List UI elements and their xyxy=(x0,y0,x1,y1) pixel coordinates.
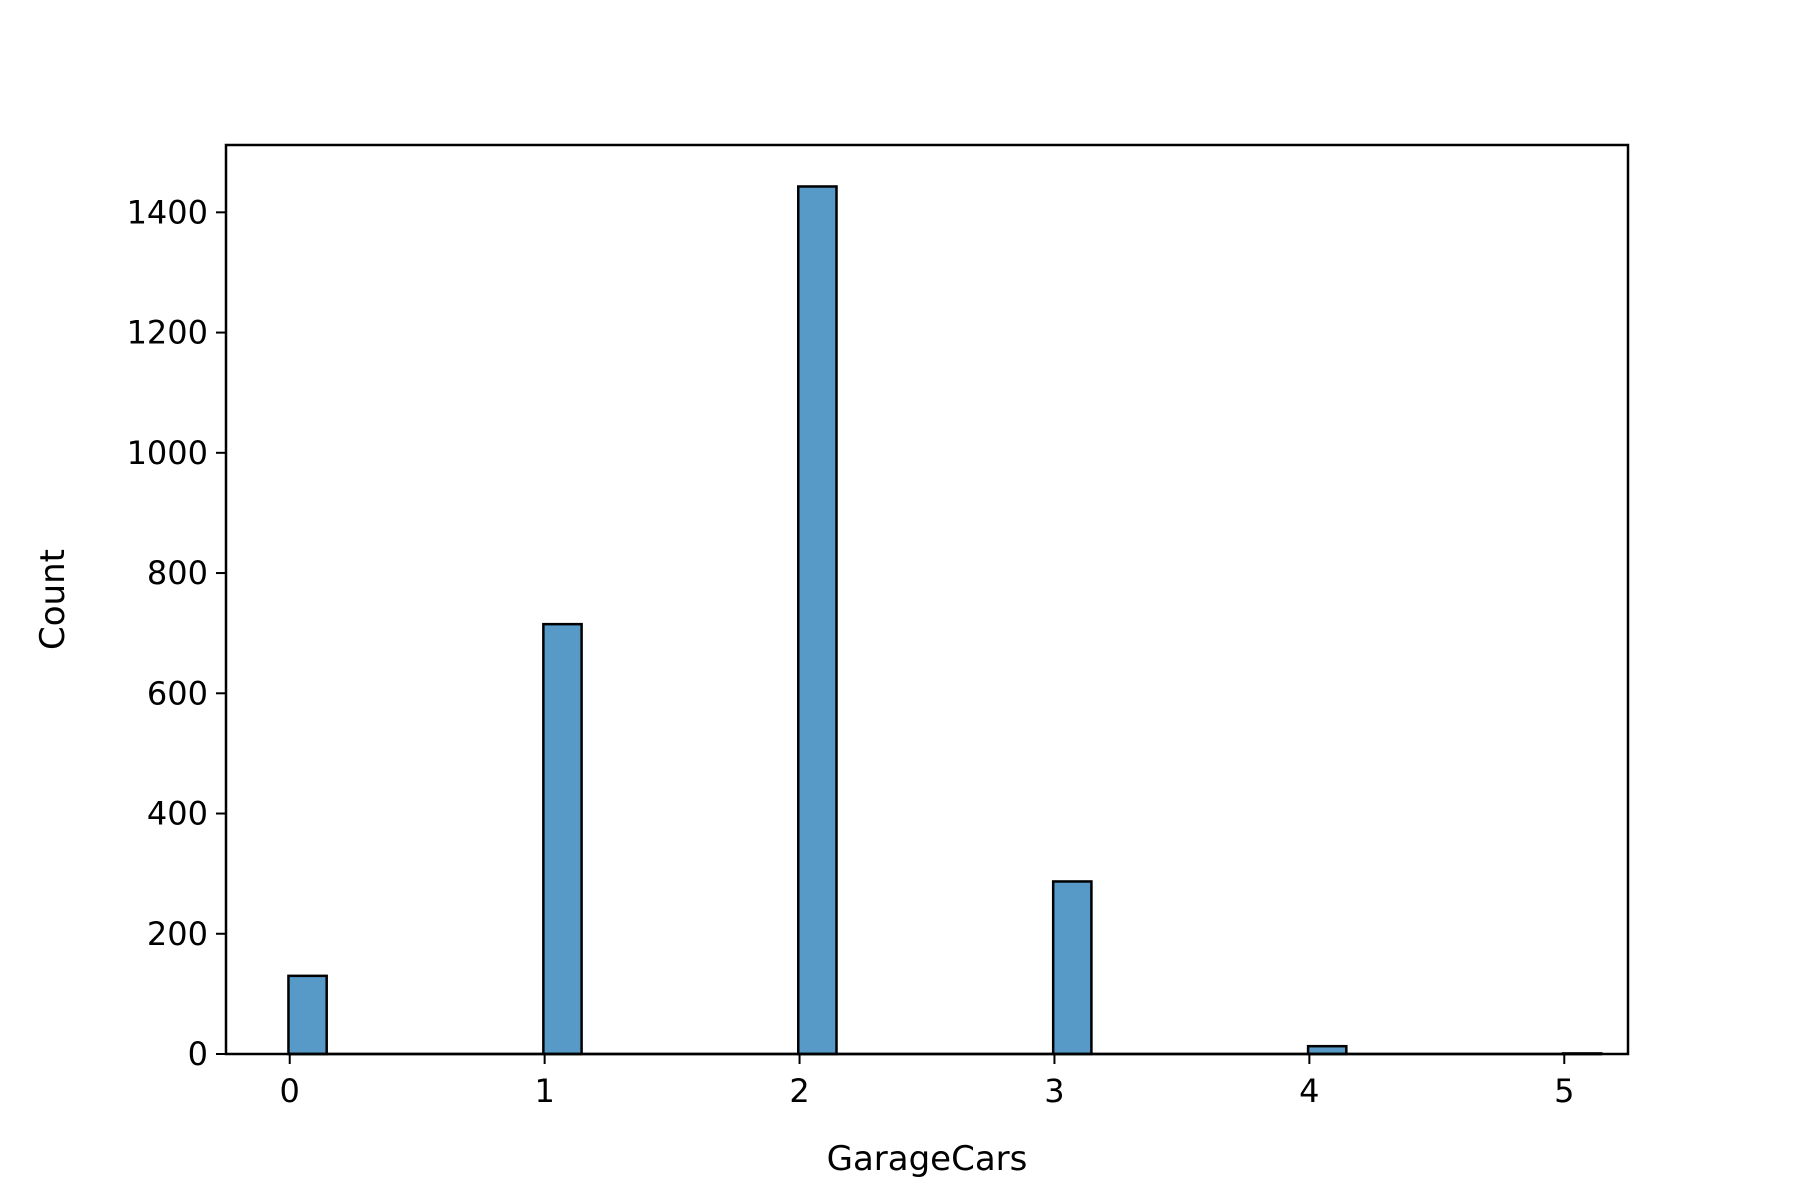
x-tick-label-2: 2 xyxy=(789,1072,809,1110)
y-tick-label-0: 0 xyxy=(188,1035,208,1073)
x-tick-label-1: 1 xyxy=(534,1072,554,1110)
y-axis-label: Count xyxy=(33,549,73,650)
x-tick-label-4: 4 xyxy=(1299,1072,1319,1110)
x-tick-label-0: 0 xyxy=(280,1072,300,1110)
y-tick-label-1000: 1000 xyxy=(127,434,208,472)
bars-layer xyxy=(287,185,1603,1056)
x-tick-label-5: 5 xyxy=(1554,1072,1574,1110)
y-tick-label-1200: 1200 xyxy=(127,314,208,352)
histogram-bar-2 xyxy=(797,185,838,1056)
plot-frame xyxy=(224,143,1630,1056)
y-tick-label-400: 400 xyxy=(147,795,208,833)
x-axis-ticks: 0 1 2 3 4 5 xyxy=(280,1054,1574,1110)
histogram-bar-3 xyxy=(1051,880,1093,1056)
y-tick-label-600: 600 xyxy=(147,674,208,712)
x-tick-label-3: 3 xyxy=(1044,1072,1064,1110)
x-axis-label: GarageCars xyxy=(827,1139,1028,1179)
y-tick-label-800: 800 xyxy=(147,554,208,592)
y-axis-ticks: 0 200 400 600 800 1000 1200 1400 xyxy=(127,193,226,1073)
y-tick-label-200: 200 xyxy=(147,915,208,953)
histogram-bar-0 xyxy=(287,974,328,1056)
histogram-bar-1 xyxy=(542,622,583,1056)
y-tick-label-1400: 1400 xyxy=(127,193,208,231)
